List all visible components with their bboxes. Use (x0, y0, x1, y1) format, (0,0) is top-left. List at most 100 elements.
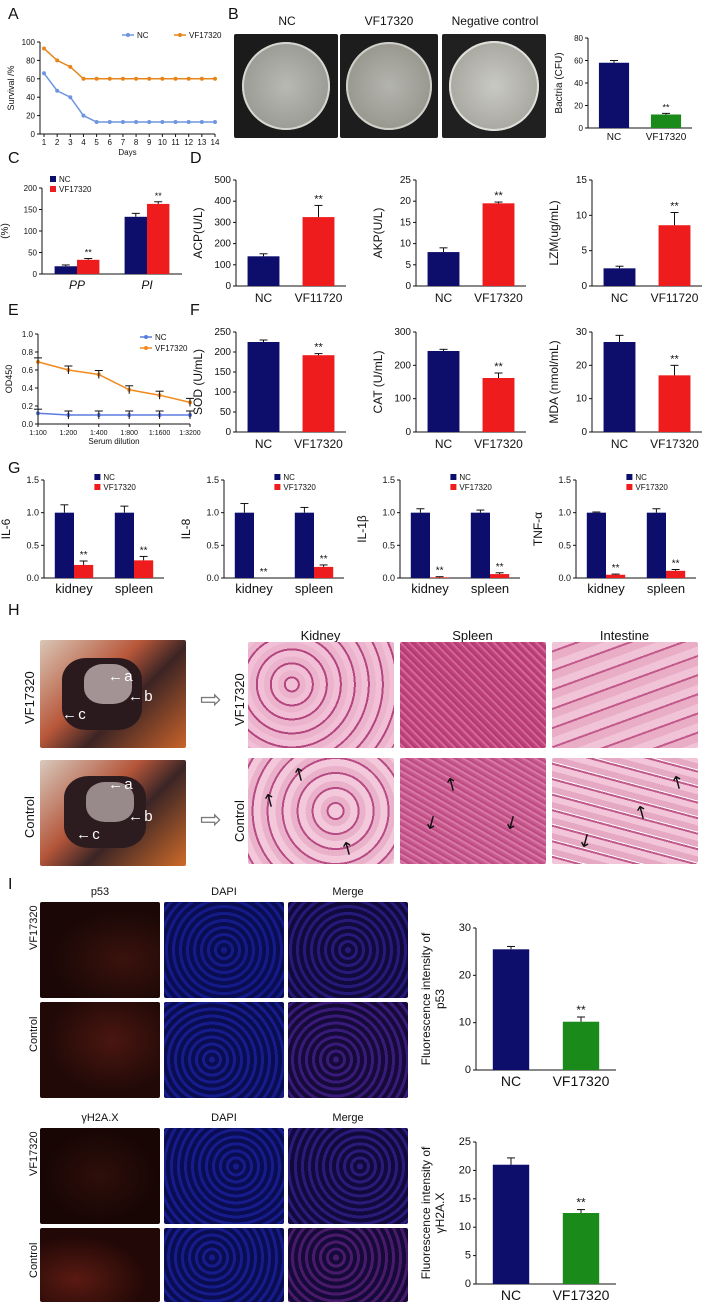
chart-a-data-point (107, 76, 112, 81)
chart-a-legend-label: NC (137, 31, 149, 40)
if-merge-vf17320 (288, 902, 408, 998)
arrow-label-b: ← b (128, 808, 153, 825)
if-p53-control (40, 1002, 160, 1098)
panel-letter-f: F (190, 302, 200, 319)
chart-b-x-tick-label: NC (607, 132, 621, 143)
chart-c-y-tick-label: 150 (24, 206, 38, 215)
chart-f3-x-tick-label: NC (611, 437, 629, 451)
panel-letter-g: G (8, 460, 21, 477)
chart-e-x-tick-label: 1:800 (120, 430, 138, 437)
he-col-label-intestine: Intestine (599, 628, 650, 643)
chart-d3-y-tick-label: 0 (581, 281, 587, 292)
if-row-label-control: Control (28, 1242, 40, 1278)
chart-g4-legend-swatch (626, 474, 633, 480)
chart-i1-y-tick-label: 20 (459, 969, 471, 981)
chart-d2-y-axis-label: AKP(U/L) (371, 208, 385, 259)
chart-i2-bar-nc (492, 1164, 530, 1284)
arrow-label-c: ← c (62, 706, 86, 723)
chart-f2-significance-label: ** (494, 361, 503, 373)
chart-b-y-tick-label: 60 (574, 57, 583, 66)
chart-e-legend-marker (144, 346, 148, 350)
panel-letter-a: A (8, 6, 19, 23)
chart-d2-y-tick-label: 25 (400, 175, 412, 186)
chart-g1-bar-nc (114, 512, 134, 578)
chart-d2-x-tick-label: NC (435, 291, 453, 305)
chart-f2-y-tick-label: 100 (394, 394, 411, 405)
chart-g1-significance-label: ** (140, 545, 148, 556)
petri-dish (346, 42, 432, 130)
chart-c-bar-nc (54, 266, 77, 274)
chart-c-y-tick-label: 0 (33, 270, 38, 279)
chart-d1-x-tick-label: NC (255, 291, 273, 305)
chart-i2-y-axis-label: Fluorescence intensity of (419, 1146, 433, 1279)
chart-g4-significance-label: ** (612, 563, 620, 574)
he-image-kidney-control (248, 758, 394, 864)
chart-c-significance-label: ** (85, 248, 93, 258)
chart-a-series-line-nc (43, 72, 215, 123)
if-gh2ax-control (40, 1228, 160, 1302)
chart-f2-y-tick-label: 200 (394, 360, 411, 371)
chart-a-data-point (68, 64, 73, 69)
chart-i2-significance-label: ** (576, 1196, 586, 1210)
chart-g3-legend-swatch (450, 484, 457, 490)
chart-d1-y-axis-label: ACP(U/L) (191, 207, 205, 258)
chart-g1-y-tick-label: 1.5 (26, 475, 39, 485)
chart-a-x-tick-label: 10 (158, 138, 167, 147)
chart-a-y-tick-label: 60 (26, 75, 35, 84)
chart-e-y-axis-label: OD450 (4, 365, 14, 394)
chart-i2-y-axis-label: γH2A.X (433, 1193, 447, 1234)
chart-a-data-point (213, 76, 217, 81)
chart-e-data-point (36, 359, 40, 364)
chart-g2-bar-vf17320 (314, 566, 334, 578)
chart-g4-x-tick-label: spleen (647, 581, 685, 596)
chart-d3-bar-vf11720 (658, 225, 691, 286)
chart-f2-y-axis-label: CAT (U/mL) (371, 351, 385, 414)
chart-a-x-tick-label: 2 (55, 138, 60, 147)
chart-c-y-tick-label: 200 (24, 184, 38, 193)
chart-e-x-tick-label: 1:200 (60, 430, 78, 437)
he-col-label-spleen: Spleen (452, 628, 493, 643)
chart-a-legend-marker (178, 33, 182, 37)
chart-a-y-tick-label: 80 (26, 56, 35, 65)
chart-a-x-axis-label: Days (118, 148, 136, 157)
chart-d1-y-tick-label: 100 (214, 260, 231, 271)
chart-a-legend-label: VF17320 (189, 31, 222, 40)
chart-a-data-point (186, 76, 191, 81)
if-p53-vf17320 (40, 902, 160, 998)
chart-b-significance-label: ** (662, 102, 670, 112)
chart-d3-y-tick-label: 15 (576, 175, 588, 186)
chart-g2-y-tick-label: 0.0 (206, 573, 219, 583)
chart-a-data-point (81, 76, 86, 81)
chart-e-x-axis-label: Serum dilution (88, 437, 139, 446)
chart-g3-legend-label: VF17320 (459, 483, 492, 492)
chart-a-x-tick-label: 9 (147, 138, 152, 147)
chart-a-data-point (134, 120, 139, 125)
chart-a-x-tick-label: 6 (108, 138, 113, 147)
chart-d1-y-tick-label: 400 (214, 196, 231, 207)
chart-f1-y-tick-label: 100 (214, 387, 231, 398)
chart-e-data-point (96, 372, 101, 377)
chart-f1-y-tick-label: 200 (214, 347, 231, 358)
chart-b-x-tick-label: VF17320 (646, 132, 687, 143)
chart-a-x-tick-label: 11 (171, 138, 180, 147)
chart-d3-x-tick-label: VF11720 (651, 291, 699, 305)
chart-g1-bar-vf17320 (74, 564, 94, 578)
chart-g3-y-axis-label: IL-1β (355, 515, 369, 543)
chart-d3-y-tick-label: 10 (576, 210, 588, 221)
dissection-photo-vf17320 (40, 640, 186, 748)
arrow-label-a: ← a (108, 776, 133, 793)
chart-e-y-tick-label: 1.0 (22, 330, 34, 339)
chart-f1-y-axis-label: SOD (U/mL) (191, 349, 205, 415)
chart-g2-legend-swatch (274, 474, 281, 480)
chart-i2-y-tick-label: 5 (465, 1250, 471, 1262)
chart-a-x-tick-label: 14 (211, 138, 220, 147)
chart-f3-significance-label: ** (670, 353, 679, 365)
chart-g4-y-tick-label: 0.5 (558, 540, 571, 550)
chart-e-y-tick-label: 0.6 (22, 366, 34, 375)
chart-g1-bar-vf17320 (134, 560, 154, 578)
chart-f3-y-tick-label: 30 (576, 327, 588, 338)
chart-i1-x-tick-label: NC (501, 1073, 521, 1089)
chart-g2-legend-label: VF17320 (283, 483, 316, 492)
chart-g1-significance-label: ** (80, 550, 88, 561)
chart-g4-y-tick-label: 1.5 (558, 475, 571, 485)
